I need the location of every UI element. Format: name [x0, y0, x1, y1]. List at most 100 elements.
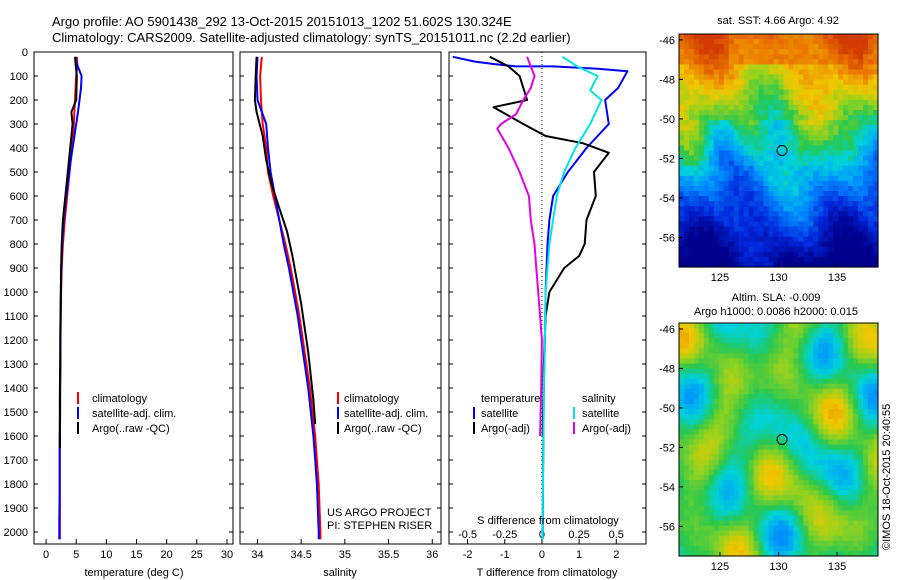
- map-cell: [738, 246, 745, 253]
- map-cell: [703, 89, 710, 96]
- map-cell: [828, 191, 834, 197]
- map-cell: [793, 89, 799, 96]
- map-cell: [813, 241, 819, 248]
- map-cell: [723, 211, 730, 217]
- map-cell: [833, 135, 839, 141]
- map-cell: [748, 84, 755, 91]
- map-cell: [848, 338, 854, 344]
- map-cell: [798, 348, 804, 354]
- map-cell: [783, 459, 790, 466]
- map-cell: [783, 358, 790, 365]
- map-cell: [728, 333, 735, 339]
- map-cell: [803, 368, 809, 375]
- map-cell: [753, 206, 760, 212]
- map-cell: [783, 201, 790, 207]
- map-cell: [848, 206, 854, 212]
- map-cell: [793, 99, 799, 106]
- map-cell: [858, 424, 864, 430]
- map-cell: [818, 409, 824, 415]
- map-cell: [748, 485, 755, 491]
- map-cell: [868, 338, 874, 344]
- map-cell: [793, 439, 799, 446]
- map-cell: [723, 69, 730, 76]
- map-cell: [718, 358, 725, 365]
- map-cell: [843, 388, 849, 395]
- map-cell: [753, 256, 760, 263]
- map-cell: [753, 236, 760, 243]
- map-cell: [808, 145, 814, 152]
- map-cell: [873, 444, 879, 451]
- map-cell: [758, 545, 765, 552]
- map-cell: [763, 109, 770, 116]
- map-cell: [693, 328, 700, 334]
- map-cell: [813, 439, 819, 446]
- map-cell: [823, 343, 829, 349]
- map-cell: [778, 434, 785, 441]
- map-cell: [768, 449, 775, 456]
- map-cell: [723, 165, 730, 172]
- map-cell: [773, 515, 780, 522]
- map-cell: [728, 64, 735, 71]
- map-cell: [768, 226, 775, 233]
- map-cell: [803, 388, 809, 395]
- map-cell: [793, 490, 799, 496]
- map-cell: [713, 191, 720, 197]
- map-cell: [803, 358, 809, 365]
- map-cell: [683, 363, 690, 370]
- map-cell: [833, 49, 839, 55]
- map-cell: [773, 39, 780, 45]
- map-cell: [863, 368, 869, 375]
- map-cell: [853, 69, 859, 76]
- map-cell: [693, 353, 700, 360]
- map-cell: [803, 530, 809, 537]
- map-cell: [703, 434, 710, 441]
- map-cell: [688, 363, 695, 370]
- map-cell: [853, 191, 859, 197]
- map-cell: [698, 398, 705, 405]
- map-cell: [743, 348, 750, 354]
- map-cell: [768, 530, 775, 537]
- map-cell: [748, 125, 755, 131]
- map-cell: [873, 241, 879, 248]
- map-cell: [828, 109, 834, 116]
- map-cell: [793, 505, 799, 512]
- map-cell: [748, 414, 755, 420]
- map-cell: [768, 54, 775, 60]
- map-cell: [738, 414, 745, 420]
- map-cell: [738, 170, 745, 177]
- map-cell: [688, 211, 695, 217]
- map-cell: [858, 150, 864, 157]
- map-cell: [803, 474, 809, 481]
- map-cell: [778, 34, 785, 40]
- map-cell: [818, 540, 824, 547]
- map-cell: [763, 485, 770, 491]
- map-cell: [738, 358, 745, 365]
- map-cell: [723, 414, 730, 420]
- map-cell: [858, 170, 864, 177]
- map-cell: [793, 115, 799, 121]
- map-cell: [853, 348, 859, 354]
- map-cell: [828, 520, 834, 527]
- map-cell: [793, 79, 799, 86]
- map-cell: [873, 323, 879, 329]
- map-cell: [683, 338, 690, 344]
- map-cell: [783, 388, 790, 395]
- map-cell: [798, 89, 804, 96]
- map-cell: [703, 525, 710, 532]
- map-cell: [738, 333, 745, 339]
- map-cell: [679, 424, 685, 430]
- map-cell: [813, 419, 819, 425]
- map-cell: [738, 226, 745, 233]
- map-cell: [738, 130, 745, 136]
- map-cell: [708, 363, 715, 370]
- map-cell: [858, 409, 864, 415]
- map-cell: [823, 64, 829, 71]
- map-cell: [853, 155, 859, 162]
- map-cell: [818, 89, 824, 96]
- map-cell: [798, 545, 804, 552]
- map-cell: [733, 530, 740, 537]
- map-cell: [768, 550, 775, 557]
- map-cell: [788, 140, 795, 147]
- map-cell: [768, 201, 775, 207]
- map-cell: [828, 59, 834, 65]
